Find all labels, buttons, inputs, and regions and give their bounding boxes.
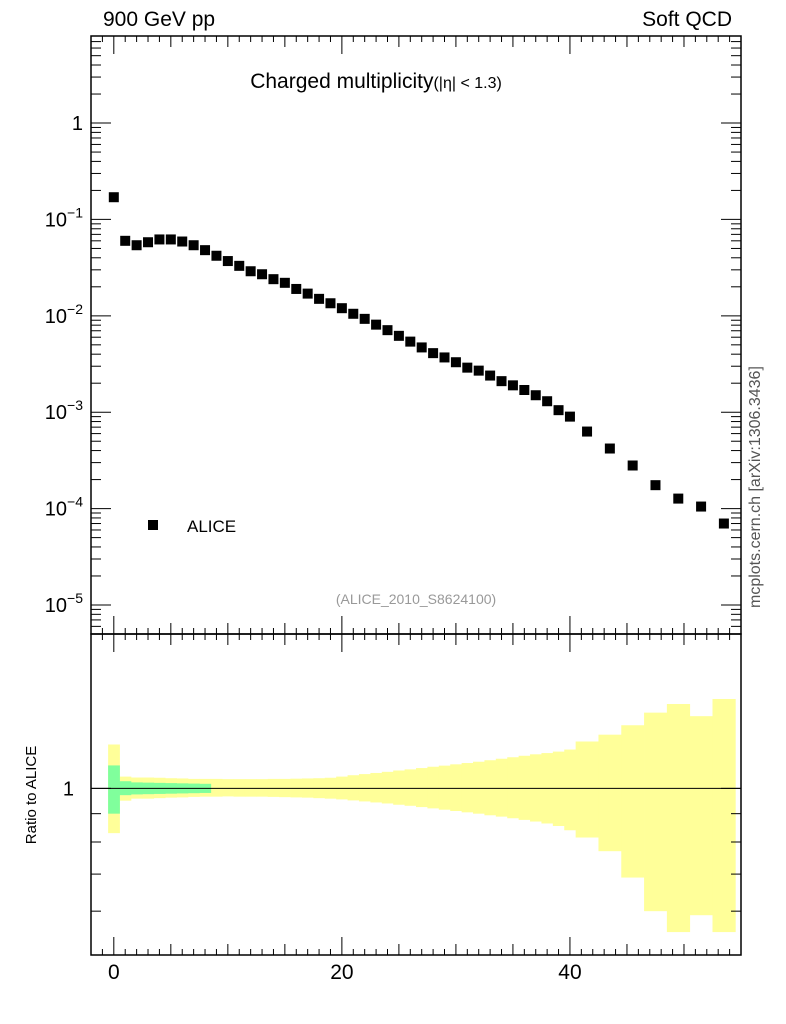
ratio-total-uncertainty-bin <box>381 771 394 804</box>
data-point <box>405 336 416 347</box>
ratio-total-uncertainty-bin <box>598 734 622 852</box>
ratio-total-uncertainty-bin <box>370 772 383 803</box>
data-point <box>553 405 564 416</box>
main-panel-frame <box>90 35 742 635</box>
data-point <box>348 308 359 319</box>
data-point <box>268 274 279 285</box>
ratio-total-uncertainty-bin <box>393 770 405 805</box>
data-point <box>314 293 325 304</box>
ratio-stat-uncertainty-bin <box>108 765 120 814</box>
ratio-total-uncertainty-bin <box>404 769 417 806</box>
data-point <box>188 240 199 251</box>
data-point <box>485 370 496 381</box>
y-tick-label: 10−1 <box>45 204 83 231</box>
data-point <box>279 277 290 288</box>
data-point <box>393 330 404 341</box>
data-point <box>382 325 393 336</box>
data-point <box>496 376 507 387</box>
data-point <box>211 250 222 261</box>
ratio-total-uncertainty-bin <box>461 763 474 813</box>
data-point <box>371 319 382 330</box>
data-point <box>108 192 119 203</box>
y-tick-label: 10−5 <box>45 590 83 617</box>
ratio-total-uncertainty-bin <box>644 712 668 912</box>
data-point <box>627 460 638 471</box>
data-point <box>257 269 268 280</box>
data-point <box>462 362 473 373</box>
data-point <box>473 365 484 376</box>
data-point <box>673 493 684 504</box>
data-point <box>416 342 427 353</box>
ratio-total-uncertainty-bin <box>438 765 451 810</box>
data-point <box>507 380 518 391</box>
ratio-panel-frame <box>90 633 742 956</box>
data-point <box>222 256 233 267</box>
y-tick-label: 10−4 <box>45 494 83 521</box>
ratio-y-tick-label: 1 <box>63 778 74 800</box>
data-point <box>582 426 593 437</box>
y-tick-label: 1 <box>72 113 83 135</box>
data-point <box>604 443 615 454</box>
data-point <box>439 352 450 363</box>
analysis-annotation: (ALICE_2010_S8624100) <box>336 591 496 607</box>
ratio-total-uncertainty-bin <box>666 704 691 933</box>
ratio-total-uncertainty-bin <box>621 725 645 878</box>
data-point <box>120 235 131 246</box>
data-point <box>302 288 313 299</box>
data-point <box>359 313 370 324</box>
ratio-total-uncertainty-bin <box>689 716 713 916</box>
data-point <box>325 298 336 309</box>
data-point <box>234 260 245 271</box>
data-point <box>650 480 661 491</box>
ratio-total-uncertainty-bin <box>416 768 428 808</box>
data-point <box>718 518 729 529</box>
y-tick-label: 10−3 <box>45 397 83 424</box>
data-point <box>696 501 707 512</box>
x-tick-label: 0 <box>108 961 120 984</box>
ratio-total-uncertainty-bin <box>495 758 508 817</box>
data-point <box>131 240 142 251</box>
data-point <box>245 266 256 277</box>
data-point <box>450 357 461 368</box>
legend-label: ALICE <box>187 517 236 536</box>
legend-marker <box>148 520 158 530</box>
ratio-total-uncertainty-bin <box>473 761 485 814</box>
data-point <box>154 234 165 245</box>
ratio-total-uncertainty-bin <box>427 766 440 809</box>
ratio-total-uncertainty-bin <box>358 774 371 802</box>
data-point <box>428 348 439 359</box>
data-point <box>564 411 575 422</box>
data-point <box>542 396 553 407</box>
ratio-total-uncertainty-bin <box>450 764 463 812</box>
data-point <box>291 283 302 294</box>
chart-title: Charged multiplicity(|η| < 1.3) <box>250 70 502 93</box>
y-tick-label: 10−2 <box>45 301 83 328</box>
ratio-total-uncertainty-bin <box>507 757 520 819</box>
x-tick-label: 20 <box>330 961 353 984</box>
data-point <box>519 384 530 395</box>
ratio-total-uncertainty-bin <box>712 698 736 933</box>
ratio-total-uncertainty-bin <box>575 741 599 838</box>
header-category-label: Soft QCD <box>642 8 732 31</box>
data-point <box>530 390 541 401</box>
ratio-y-axis-label: Ratio to ALICE <box>23 746 40 844</box>
data-point <box>336 303 347 314</box>
ratio-total-uncertainty-bin <box>210 778 223 797</box>
data-point <box>143 237 154 248</box>
data-point <box>177 236 188 247</box>
ratio-total-uncertainty-bin <box>347 775 360 801</box>
ratio-total-uncertainty-bin <box>484 760 497 816</box>
ratio-total-uncertainty-bin <box>222 779 234 797</box>
data-point <box>200 245 211 256</box>
x-tick-label: 40 <box>558 961 581 984</box>
ratio-total-uncertainty-bin <box>564 749 577 831</box>
data-point <box>165 234 176 245</box>
header-process-label: 900 GeV pp <box>103 8 216 31</box>
